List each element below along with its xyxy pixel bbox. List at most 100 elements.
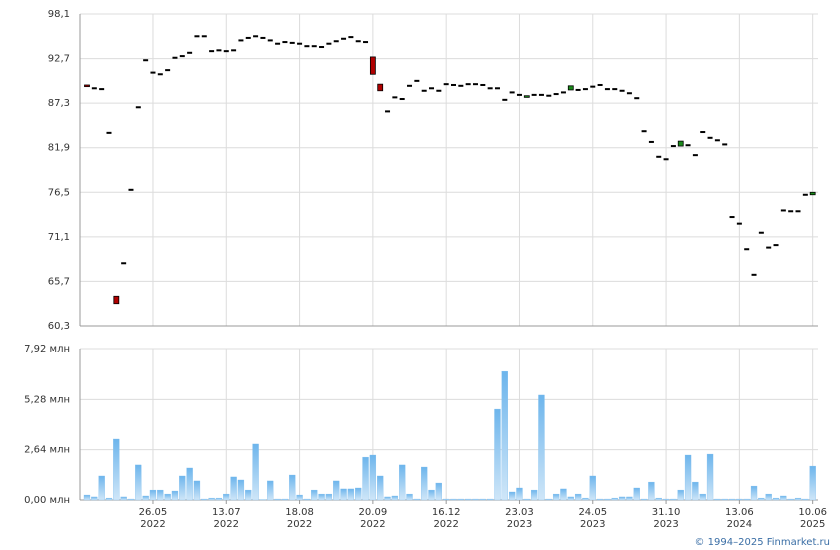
volume-bar xyxy=(633,487,640,501)
candle xyxy=(121,262,127,265)
candle xyxy=(707,136,713,139)
candle xyxy=(436,89,442,92)
credit: © 1994–2025 Finmarket.ru xyxy=(694,537,830,548)
volume-bar xyxy=(589,475,596,501)
candle xyxy=(260,36,266,39)
candle xyxy=(275,42,281,45)
candle xyxy=(187,51,193,54)
candle xyxy=(619,89,625,92)
volume-bar xyxy=(560,488,567,501)
volume-bar xyxy=(347,488,355,501)
volume-bar xyxy=(267,480,274,501)
candle xyxy=(773,244,779,247)
volume-bar xyxy=(186,467,193,501)
volume-bar xyxy=(596,498,604,501)
candle xyxy=(509,91,515,94)
y-tick-label: 98,1 xyxy=(48,9,70,20)
volume-bar xyxy=(149,489,157,501)
x-tick-label: 13.07 2022 xyxy=(212,507,241,530)
candle xyxy=(758,231,764,234)
candle xyxy=(392,96,398,99)
volume-bar xyxy=(574,493,582,501)
candle xyxy=(590,85,596,88)
candle xyxy=(369,56,376,75)
volume-bar xyxy=(479,498,486,501)
volume-bar xyxy=(135,464,142,501)
y-tick-label: 92,7 xyxy=(48,54,70,65)
volume-bar xyxy=(567,496,574,501)
candle xyxy=(744,248,750,251)
volume-bar xyxy=(508,491,516,501)
candle xyxy=(766,246,772,249)
volume-bar xyxy=(472,498,479,501)
volume-bar xyxy=(538,394,545,501)
candle xyxy=(700,131,706,134)
volume-bar xyxy=(758,497,765,501)
volume-bar xyxy=(340,488,347,501)
volume-bar xyxy=(384,496,391,501)
candle xyxy=(282,41,288,44)
volume-bar xyxy=(714,498,721,501)
x-tick-label: 23.03 2023 xyxy=(505,507,534,530)
candle xyxy=(326,42,332,45)
volume-bar xyxy=(281,498,289,501)
volume-bar xyxy=(391,495,399,501)
candle xyxy=(480,83,486,86)
volume-bar xyxy=(677,489,684,501)
candle xyxy=(472,83,478,86)
volume-bar xyxy=(333,480,340,501)
candle xyxy=(113,295,120,305)
candle xyxy=(553,93,559,96)
volume-bar xyxy=(765,493,772,501)
candle xyxy=(179,55,185,58)
candle xyxy=(223,50,229,53)
candle xyxy=(692,154,698,157)
candle xyxy=(648,140,654,143)
candle xyxy=(523,95,530,98)
candle xyxy=(736,222,742,225)
candle xyxy=(567,85,574,91)
candle xyxy=(297,42,303,45)
volume-bar xyxy=(91,496,98,501)
candle xyxy=(304,45,310,48)
volume-bar xyxy=(809,465,816,501)
y-tick-label: 65,7 xyxy=(48,276,70,287)
volume-bar xyxy=(699,493,706,501)
candle xyxy=(421,89,427,92)
candle xyxy=(253,35,259,38)
volume-bar xyxy=(457,498,464,501)
volume-bar xyxy=(501,370,508,501)
volume-bar xyxy=(684,454,692,501)
volume-bar xyxy=(626,496,633,501)
volume-bar xyxy=(120,496,127,501)
candle xyxy=(341,37,347,40)
candle xyxy=(641,130,647,133)
candle xyxy=(99,88,105,91)
candle xyxy=(157,73,163,76)
candle xyxy=(531,93,537,96)
candle xyxy=(407,84,413,87)
volume-bar xyxy=(706,453,714,501)
candle xyxy=(458,84,464,87)
volume-bar xyxy=(582,497,589,501)
volume-bar xyxy=(743,498,750,501)
x-tick-label: 18.08 2022 xyxy=(285,507,314,530)
candle xyxy=(597,83,603,86)
volume-bar xyxy=(105,497,113,501)
volume-bar xyxy=(179,475,186,501)
candle xyxy=(575,88,581,91)
candle xyxy=(685,144,691,147)
volume-bar xyxy=(355,487,362,501)
volume-bar xyxy=(289,474,296,501)
candle xyxy=(487,87,493,90)
candle xyxy=(729,216,735,219)
y-tick-label: 0,00 млн xyxy=(24,495,70,506)
candle xyxy=(135,106,141,109)
volume-bar xyxy=(201,498,208,501)
volume-bar xyxy=(83,494,91,501)
volume-bar xyxy=(303,498,311,501)
x-tick-label: 10.06 2025 xyxy=(798,507,827,530)
y-tick-label: 60,3 xyxy=(48,321,70,332)
volume-bar xyxy=(692,481,699,501)
